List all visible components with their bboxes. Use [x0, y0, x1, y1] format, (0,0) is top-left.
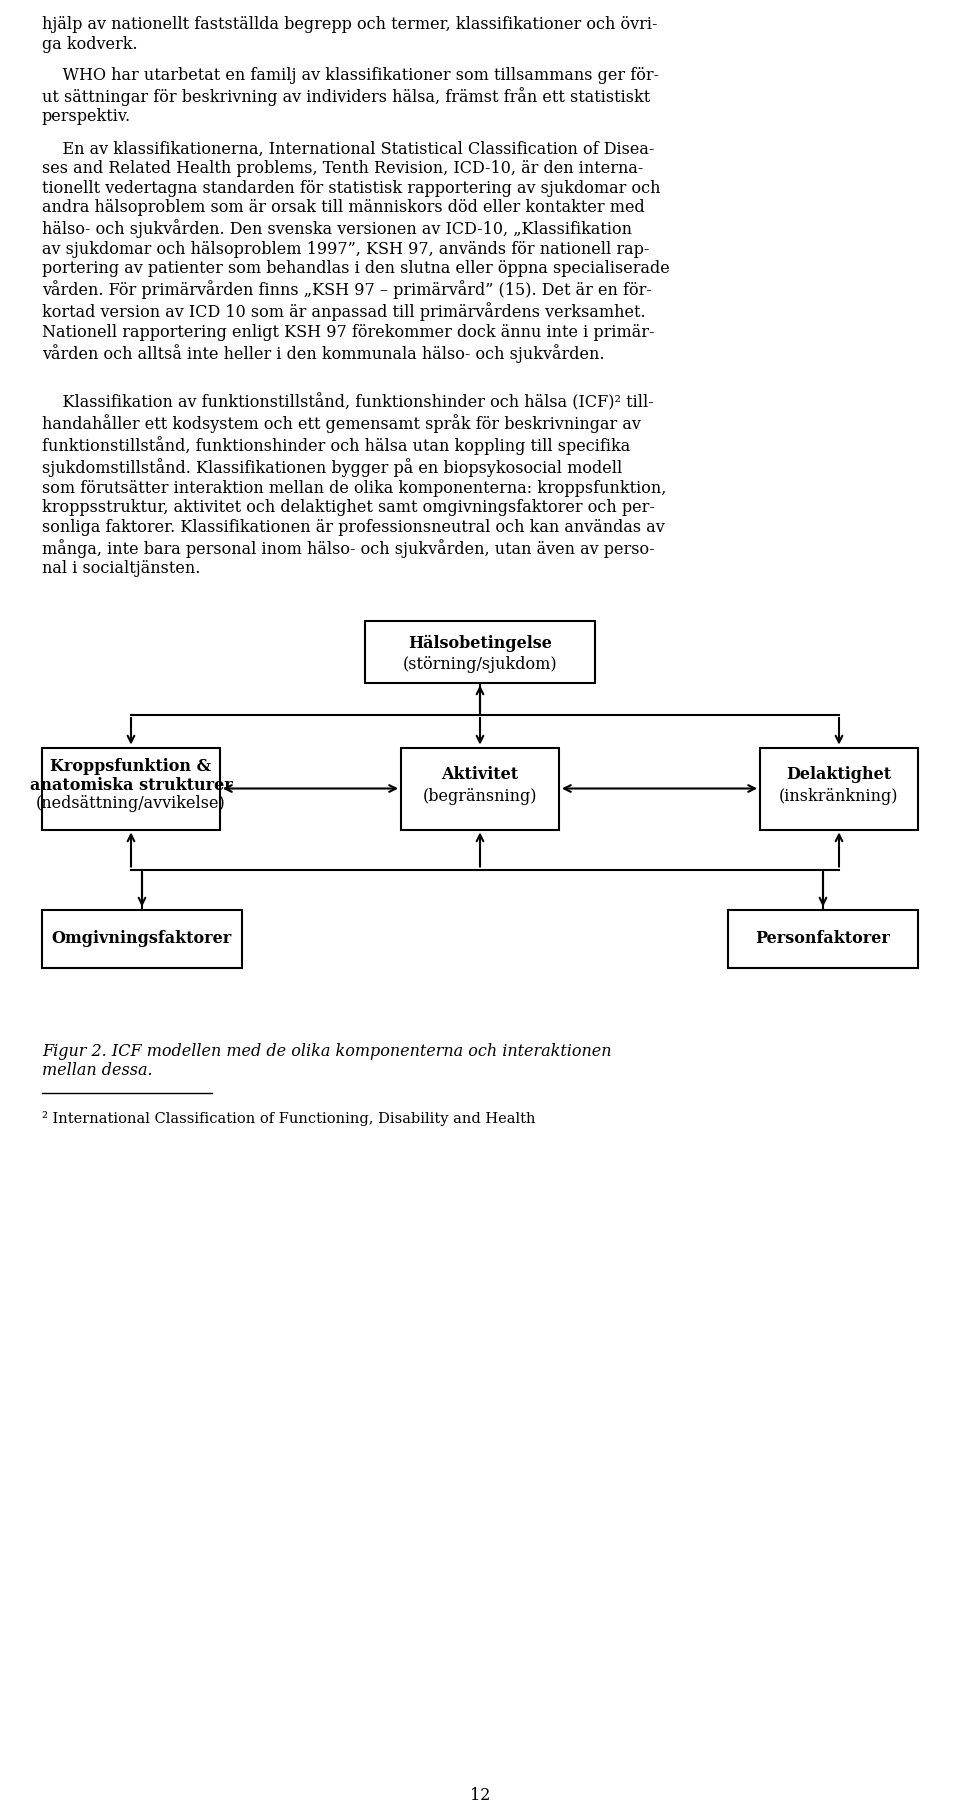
Text: Figur 2. ICF modellen med de olika komponenterna och interaktionen
mellan dessa.: Figur 2. ICF modellen med de olika kompo… — [42, 1043, 612, 1079]
Bar — [728, 909, 918, 967]
Text: (störning/sjukdom): (störning/sjukdom) — [402, 656, 558, 672]
Bar — [401, 748, 559, 829]
Bar — [42, 909, 242, 967]
Text: ² International Classification of Functioning, Disability and Health: ² International Classification of Functi… — [42, 1111, 536, 1126]
Bar — [760, 748, 918, 829]
Bar — [365, 620, 595, 683]
Bar — [42, 748, 220, 829]
Text: hjälp av nationellt fastställda begrepp och termer, klassifikationer och övri-
g: hjälp av nationellt fastställda begrepp … — [42, 16, 658, 52]
Text: En av klassifikationerna, International Statistical Classification of Disea-
ses: En av klassifikationerna, International … — [42, 141, 670, 363]
Text: (begränsning): (begränsning) — [422, 788, 538, 804]
Text: Delaktighet: Delaktighet — [786, 766, 892, 782]
Text: Hälsobetingelse: Hälsobetingelse — [408, 634, 552, 652]
Text: Klassifikation av funktionstillstånd, funktionshinder och hälsa (ICF)² till-
han: Klassifikation av funktionstillstånd, fu… — [42, 394, 666, 578]
Text: Aktivitet: Aktivitet — [442, 766, 518, 782]
Text: (inskränkning): (inskränkning) — [780, 788, 899, 804]
Text: (nedsättning/avvikelse): (nedsättning/avvikelse) — [36, 795, 226, 811]
Text: 12: 12 — [469, 1787, 491, 1803]
Text: Omgivningsfaktorer: Omgivningsfaktorer — [52, 929, 232, 947]
Text: Kroppsfunktion &
anatomiska strukturer: Kroppsfunktion & anatomiska strukturer — [30, 757, 232, 793]
Text: Personfaktorer: Personfaktorer — [756, 929, 891, 947]
Text: WHO har utarbetat en familj av klassifikationer som tillsammans ger för-
ut sätt: WHO har utarbetat en familj av klassifik… — [42, 67, 660, 125]
